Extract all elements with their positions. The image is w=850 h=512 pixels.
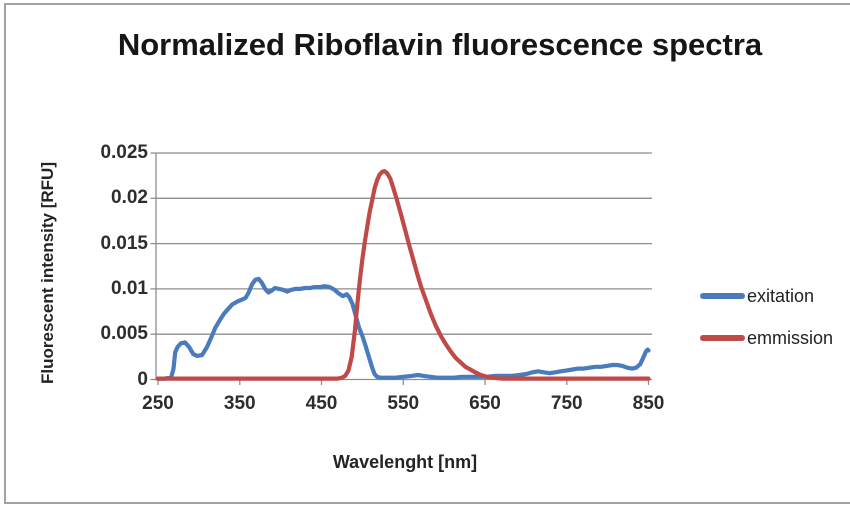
x-tick-label: 850 bbox=[632, 393, 665, 414]
x-axis-title: Wavelenght [nm] bbox=[332, 452, 478, 472]
legend-label-emmission: emmission bbox=[747, 327, 834, 348]
x-tick-label: 650 bbox=[469, 393, 501, 414]
legend-item-exitation: exitation bbox=[700, 285, 814, 307]
y-tick-label: 0.015 bbox=[100, 232, 148, 254]
x-tick-label: 450 bbox=[305, 393, 338, 414]
legend-label-exitation: exitation bbox=[747, 285, 815, 306]
x-tick-label: 350 bbox=[223, 393, 256, 414]
x-tick-label: 250 bbox=[142, 393, 174, 414]
x-tick-label: 750 bbox=[550, 393, 583, 414]
emmission-line-swatch bbox=[700, 335, 745, 341]
emmission-series-line bbox=[155, 169, 651, 381]
exitation-series-line bbox=[155, 276, 651, 381]
y-tick-label: 0 bbox=[137, 368, 148, 390]
y-tick-label: 0.01 bbox=[111, 277, 148, 299]
y-tick-label: 0.005 bbox=[100, 323, 148, 345]
x-tick-label: 550 bbox=[387, 393, 420, 414]
y-tick-label: 0.025 bbox=[100, 142, 148, 163]
chart-title: Normalized Riboflavin fluorescence spect… bbox=[117, 27, 763, 62]
chart-frame bbox=[4, 3, 850, 504]
exitation-line-swatch bbox=[700, 293, 745, 299]
legend-item-emmission: emmission bbox=[700, 327, 833, 349]
y-tick-label: 0.02 bbox=[111, 187, 148, 209]
